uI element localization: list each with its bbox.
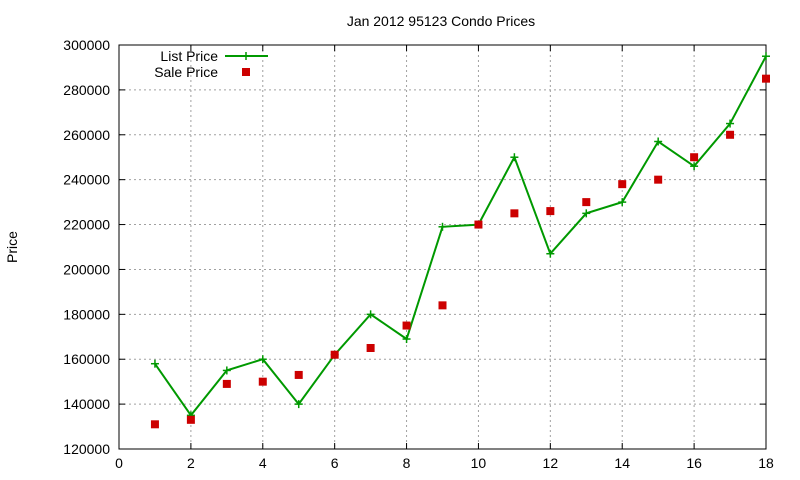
- list-price-point: [582, 209, 591, 218]
- y-tick-label: 260000: [63, 127, 110, 143]
- list-price-point: [366, 310, 375, 319]
- list-price-point: [762, 52, 770, 61]
- sale-price-point: [618, 180, 627, 189]
- x-tick-label: 8: [403, 455, 411, 471]
- sale-price-point: [366, 344, 375, 352]
- list-price-point: [150, 359, 159, 368]
- x-tick-label: 16: [686, 455, 702, 471]
- sale-price-point: [258, 377, 267, 386]
- list-price-line: [154, 55, 767, 417]
- list-price-point: [654, 137, 663, 146]
- sale-price-point: [474, 220, 483, 229]
- grid: [119, 45, 766, 449]
- sale-price-point: [222, 379, 231, 388]
- x-tick-label: 4: [259, 455, 267, 471]
- x-tick-label: 12: [543, 455, 559, 471]
- sale-price-point: [330, 350, 339, 359]
- list-price-point: [258, 355, 267, 364]
- list-price-point: [402, 335, 411, 344]
- list-price-point: [546, 249, 555, 258]
- x-tick-label: 18: [758, 455, 774, 471]
- x-tick-label: 6: [331, 455, 339, 471]
- sale-price-point: [438, 301, 447, 310]
- series: [150, 52, 770, 429]
- y-tick-label: 120000: [63, 441, 110, 457]
- sale-price-point: [654, 175, 663, 184]
- sale-price-point: [726, 130, 735, 139]
- sale-price-point: [150, 420, 159, 429]
- list-price-point: [438, 222, 447, 231]
- sale-price-point: [186, 415, 195, 424]
- y-tick-label: 220000: [63, 217, 110, 233]
- x-tick-label: 0: [115, 455, 123, 471]
- sale-price-point: [546, 207, 555, 216]
- x-tick-label: 2: [187, 455, 195, 471]
- list-price-point: [294, 400, 303, 409]
- list-price-point: [618, 198, 627, 207]
- legend-label-list-price: List Price: [160, 48, 218, 64]
- sale-price-point: [690, 153, 699, 162]
- sale-price-point: [762, 74, 770, 83]
- list-price-point: [726, 119, 735, 128]
- y-tick-label: 280000: [63, 82, 110, 98]
- y-tick-label: 140000: [63, 396, 110, 412]
- legend-marker-list-price: [242, 52, 250, 60]
- legend-label-sale-price: Sale Price: [154, 64, 218, 80]
- list-price-point: [510, 153, 519, 162]
- y-axis-label: Price: [4, 231, 20, 263]
- y-tick-label: 300000: [63, 37, 110, 53]
- y-tick-label: 160000: [63, 351, 110, 367]
- y-tick-label: 180000: [63, 306, 110, 322]
- legend-marker-sale-price: [242, 68, 250, 76]
- list-price-point: [222, 366, 231, 375]
- sale-price-point: [294, 370, 303, 379]
- x-tick-label: 14: [614, 455, 630, 471]
- axis-ticks: 120000 140000 160000 180000 200000 220000 2400…: [63, 37, 774, 471]
- sale-price-point: [510, 209, 519, 218]
- sale-price-point: [402, 321, 411, 330]
- chart-title: Jan 2012 95123 Condo Prices: [347, 13, 535, 29]
- sale-price-point: [582, 198, 591, 207]
- list-price-point: [690, 162, 699, 171]
- plot-frame: [118, 44, 767, 450]
- y-tick-label: 200000: [63, 261, 110, 277]
- y-tick-label: 240000: [63, 172, 110, 188]
- x-tick-label: 10: [471, 455, 487, 471]
